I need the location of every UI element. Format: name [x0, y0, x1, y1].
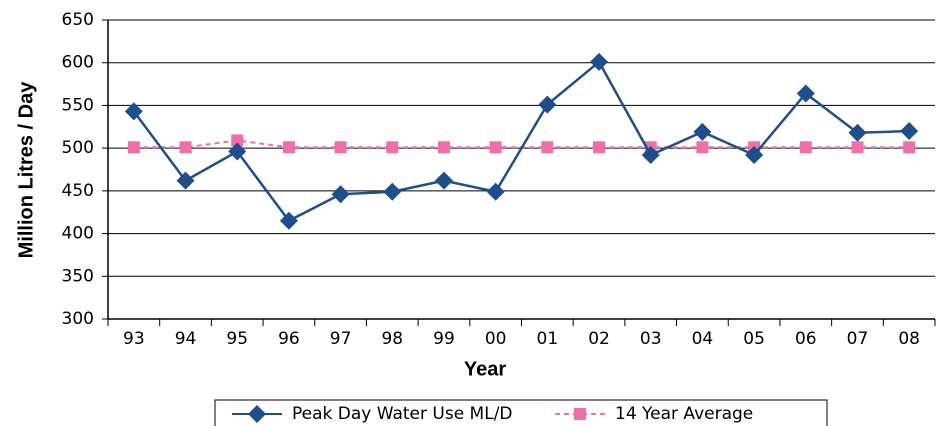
y-tick-label: 600 — [62, 53, 94, 73]
legend-box — [214, 399, 828, 426]
marker — [693, 122, 712, 141]
marker — [590, 52, 609, 71]
marker — [900, 122, 919, 141]
marker — [279, 211, 298, 230]
marker — [282, 141, 295, 154]
y-tick-label: 500 — [62, 138, 94, 158]
x-tick-label: 04 — [692, 329, 714, 349]
y-tick-label: 400 — [62, 224, 94, 244]
x-tick-label: 00 — [485, 329, 507, 349]
marker — [796, 84, 815, 103]
x-tick-label: 07 — [847, 329, 869, 349]
marker — [176, 171, 195, 190]
marker — [124, 102, 143, 121]
y-tick-label: 650 — [62, 10, 94, 30]
legend-label: Peak Day Water Use ML/D — [292, 404, 513, 424]
marker — [386, 141, 399, 154]
y-tick-label: 550 — [62, 95, 94, 115]
marker — [696, 141, 709, 154]
y-tick-label: 350 — [62, 266, 94, 286]
marker — [641, 145, 660, 164]
marker — [538, 95, 557, 114]
y-axis-title: Million Litres / Day — [15, 81, 37, 259]
marker — [383, 182, 402, 201]
x-tick-label: 08 — [898, 329, 920, 349]
marker — [127, 141, 140, 154]
x-tick-label: 96 — [278, 329, 300, 349]
marker — [331, 185, 350, 204]
x-tick-label: 99 — [433, 329, 455, 349]
marker — [489, 141, 502, 154]
x-tick-label: 98 — [381, 329, 403, 349]
marker — [848, 123, 867, 142]
y-tick-label: 450 — [62, 181, 94, 201]
marker — [231, 134, 244, 147]
marker — [486, 182, 505, 201]
series-line — [132, 59, 910, 223]
marker — [334, 141, 347, 154]
x-tick-label: 95 — [226, 329, 248, 349]
x-tick-label: 97 — [330, 329, 352, 349]
x-tick-label: 06 — [795, 329, 817, 349]
marker — [541, 141, 554, 154]
marker — [851, 141, 864, 154]
marker — [593, 141, 606, 154]
x-tick-label: 01 — [537, 329, 559, 349]
x-axis-title: Year — [464, 358, 506, 380]
marker — [228, 142, 247, 161]
x-tick-label: 03 — [640, 329, 662, 349]
marker — [248, 405, 266, 423]
marker — [179, 141, 192, 154]
x-tick-label: 02 — [588, 329, 610, 349]
marker — [437, 141, 450, 154]
marker — [574, 408, 586, 420]
x-tick-label: 05 — [743, 329, 765, 349]
marker — [434, 171, 453, 190]
x-tick-label: 93 — [123, 329, 145, 349]
marker — [745, 145, 764, 164]
marker — [799, 141, 812, 154]
legend-label: 14 Year Average — [615, 404, 753, 424]
marker — [903, 141, 916, 154]
x-tick-label: 94 — [175, 329, 197, 349]
y-tick-label: 300 — [62, 309, 94, 329]
